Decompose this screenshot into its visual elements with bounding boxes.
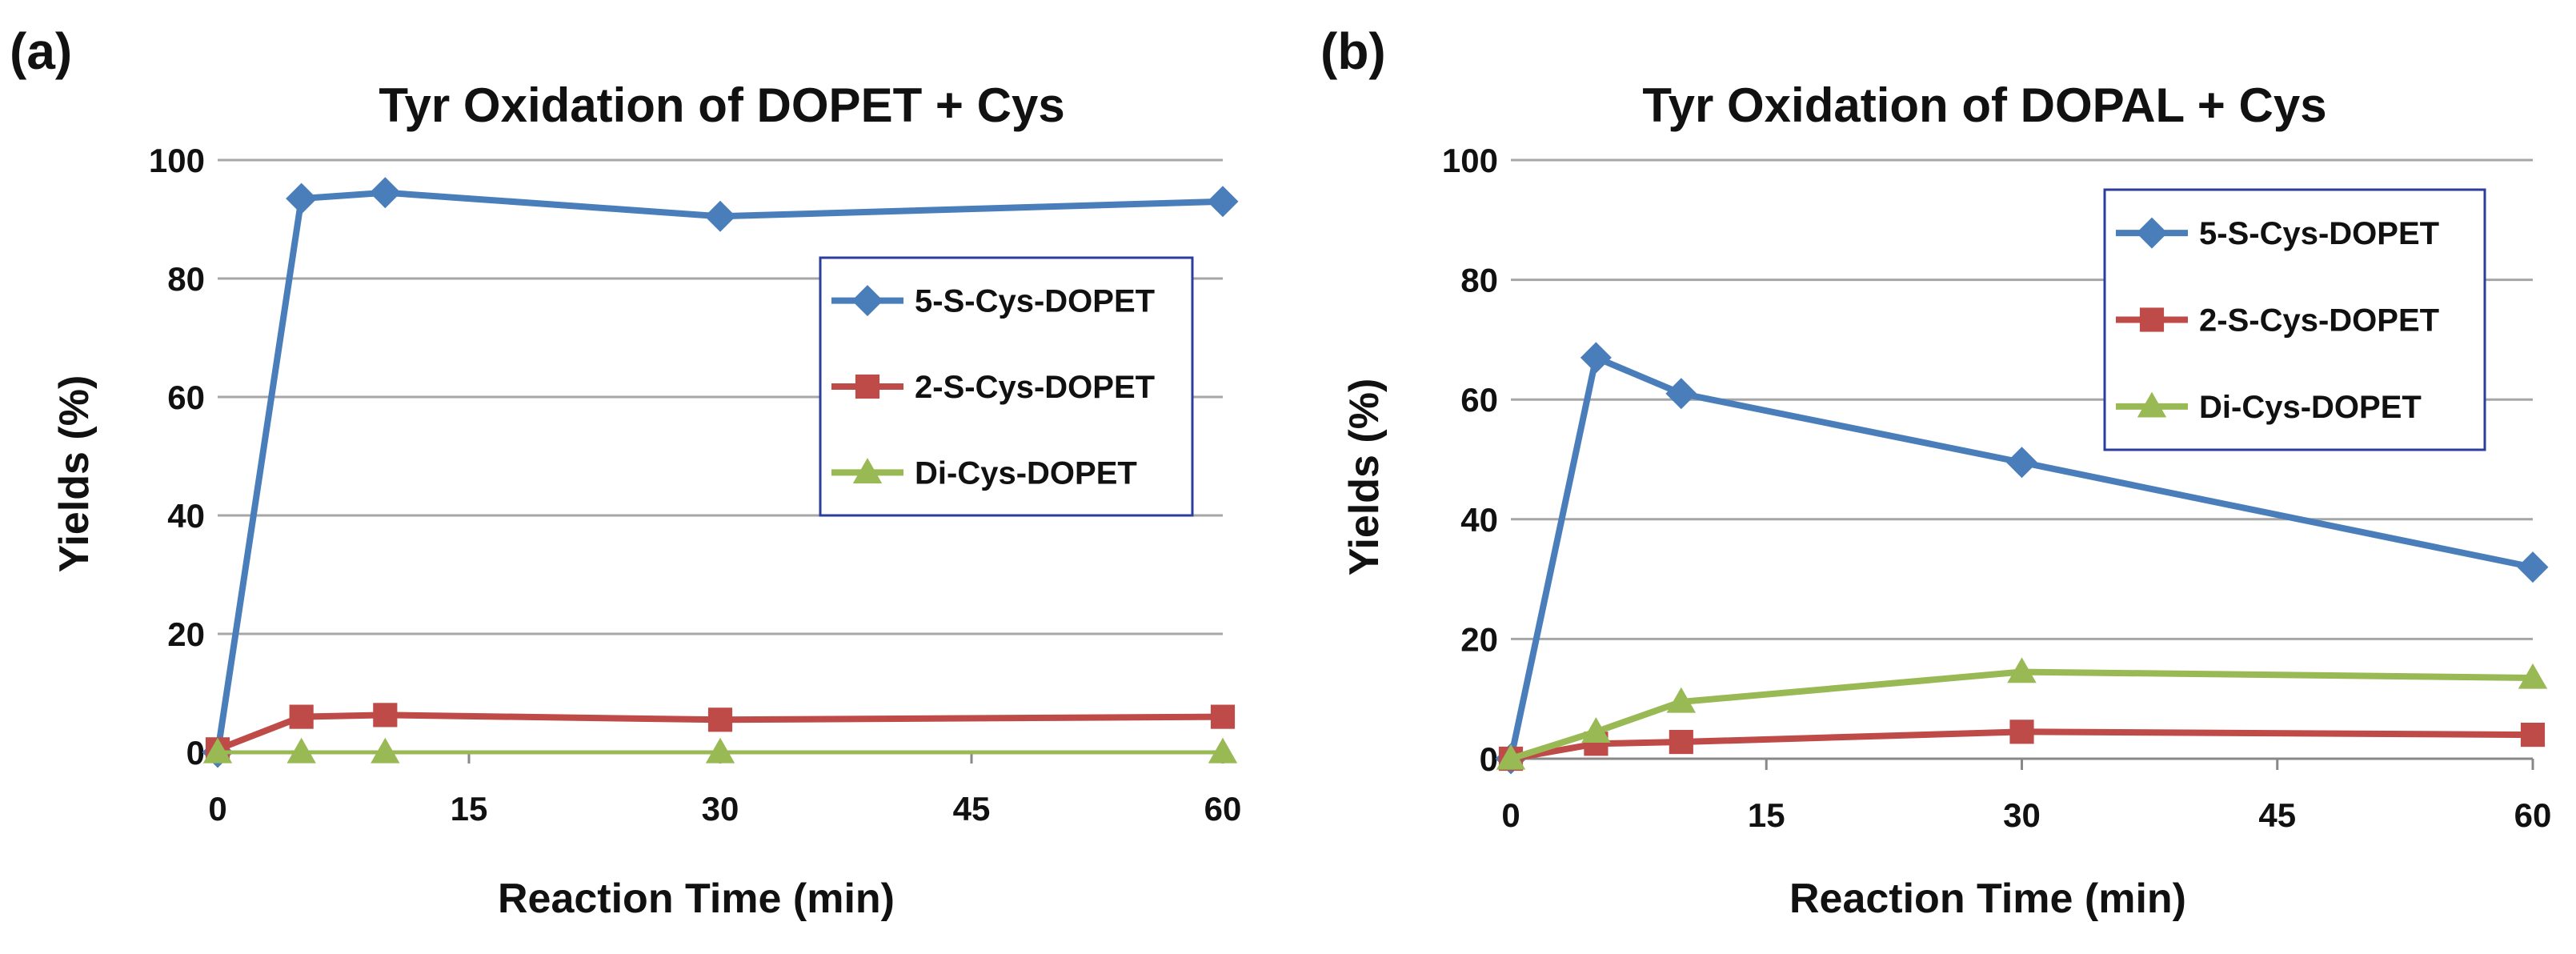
panel-label-a: (a) [10, 22, 72, 80]
data-point [2520, 723, 2546, 748]
series-line [1509, 668, 2534, 762]
x-tick-label: 15 [1748, 796, 1785, 834]
legend-marker [2139, 307, 2165, 332]
data-point [1208, 737, 1238, 764]
legend-entry: 5-S-Cys-DOPET [2116, 216, 2439, 251]
data-point [1666, 687, 1697, 713]
data-point [1580, 342, 1612, 374]
x-tick-label: 45 [2258, 796, 2296, 834]
data-point [289, 704, 314, 729]
legend-entry: 2-S-Cys-DOPET [2116, 303, 2439, 339]
data-point [286, 737, 316, 764]
legend-label: 5-S-Cys-DOPET [915, 284, 1155, 319]
y-tick-label: 20 [1460, 620, 1498, 658]
data-point [1669, 729, 1693, 755]
legend-label: 2-S-Cys-DOPET [2199, 303, 2439, 339]
data-point [373, 703, 398, 728]
series-Di-Cys-DOPET [202, 737, 1238, 764]
x-axis-label-a: Reaction Time (min) [498, 876, 895, 922]
y-tick-label: 60 [167, 379, 205, 416]
y-axis-label-a: Yields (%) [51, 375, 98, 573]
x-tick-label: 30 [2003, 796, 2041, 834]
legend-label: Di-Cys-DOPET [2199, 390, 2422, 425]
y-tick-label: 100 [1442, 142, 1498, 179]
legend-marker [2136, 217, 2168, 249]
data-point [286, 182, 318, 214]
data-point [704, 200, 736, 232]
chart-title-a: Tyr Oxidation of DOPET + Cys [379, 78, 1064, 132]
data-point [1581, 717, 1611, 743]
data-point [369, 177, 401, 209]
x-tick-label: 45 [953, 790, 991, 828]
legend-marker [855, 374, 880, 399]
data-point [2009, 720, 2034, 744]
legend-entry: Di-Cys-DOPET [2116, 390, 2422, 425]
y-tick-label: 80 [1460, 262, 1498, 299]
legend-label: 5-S-Cys-DOPET [2199, 216, 2439, 251]
legend-label: 2-S-Cys-DOPET [915, 370, 1155, 405]
chart-panel-b: (b) Tyr Oxidation of DOPAL + Cys Reactio… [1320, 22, 2551, 922]
data-point [2518, 663, 2548, 689]
data-point [705, 737, 735, 764]
data-point [1665, 378, 1697, 410]
y-tick-label: 100 [149, 142, 205, 179]
series-5-S-Cys-DOPET [1495, 342, 2549, 775]
y-tick-label: 40 [1460, 501, 1498, 539]
x-tick-label: 60 [2514, 796, 2552, 834]
legend-marker [851, 285, 883, 317]
data-point [2517, 551, 2549, 583]
data-point [1210, 704, 1236, 729]
data-point [202, 737, 233, 764]
legend-entry: Di-Cys-DOPET [831, 455, 1137, 491]
data-point [2006, 447, 2037, 479]
x-tick-label: 0 [1501, 796, 1520, 834]
y-tick-label: 0 [186, 734, 205, 772]
panel-label-b: (b) [1320, 22, 1386, 80]
legend-marker [852, 458, 883, 483]
data-point [1496, 744, 1526, 770]
y-tick-label: 80 [167, 260, 205, 298]
legend-label: Di-Cys-DOPET [915, 455, 1137, 491]
x-tick-label: 60 [1204, 790, 1242, 828]
legend-marker [2137, 391, 2167, 418]
x-tick-label: 30 [702, 790, 739, 828]
y-tick-label: 60 [1460, 381, 1498, 419]
chart-title-b: Tyr Oxidation of DOPAL + Cys [1642, 78, 2326, 132]
y-axis-label-b: Yields (%) [1341, 379, 1388, 576]
y-tick-label: 0 [1480, 740, 1498, 778]
x-axis-label-b: Reaction Time (min) [1789, 876, 2186, 922]
x-tick-label: 15 [451, 790, 488, 828]
legend-entry: 5-S-Cys-DOPET [831, 284, 1155, 319]
legend-entry: 2-S-Cys-DOPET [831, 370, 1155, 405]
data-point [707, 707, 733, 732]
chart-panel-a: (a) Tyr Oxidation of DOPET + Cys Reactio… [10, 22, 1241, 922]
y-tick-label: 20 [167, 615, 205, 653]
y-tick-label: 40 [167, 497, 205, 535]
data-point [2007, 657, 2037, 683]
x-tick-label: 0 [208, 790, 226, 828]
data-point [1207, 186, 1239, 218]
data-point [371, 737, 400, 764]
series-Di-Cys-DOPET [1496, 657, 2548, 770]
